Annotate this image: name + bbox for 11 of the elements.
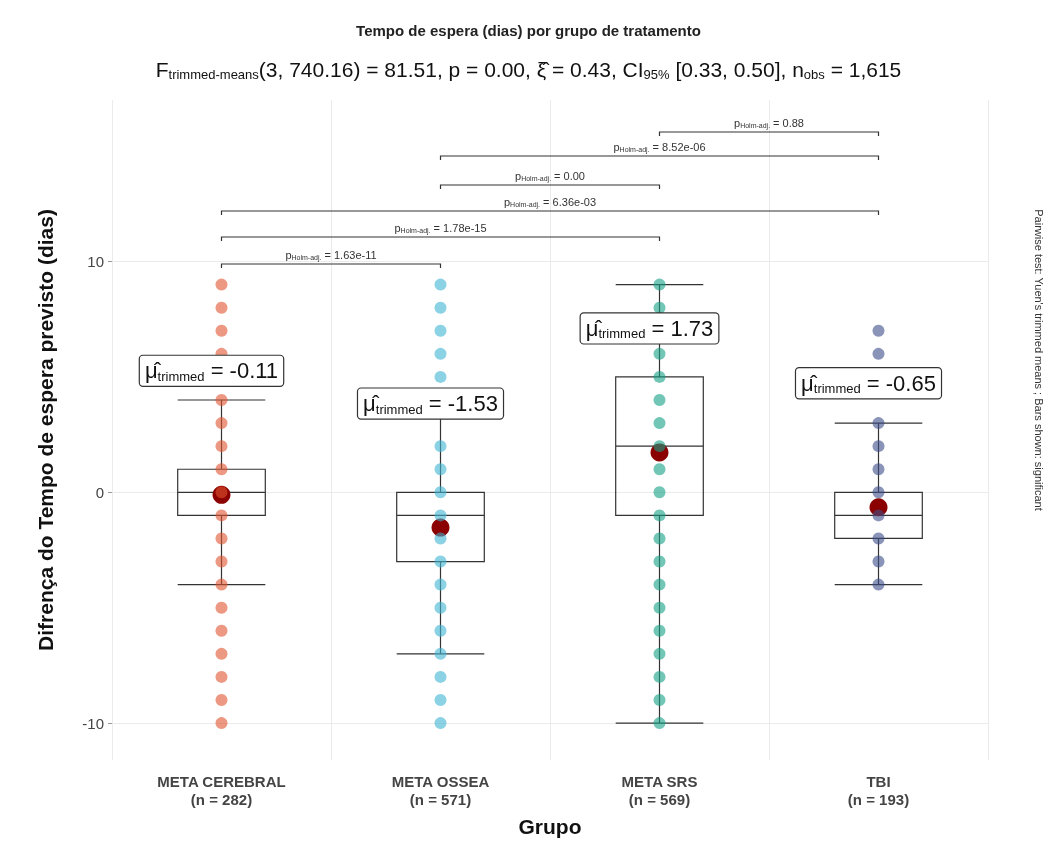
x-tick-label: META CEREBRAL (n = 282) — [157, 772, 286, 808]
x-tick-label: TBI (n = 193) — [847, 772, 910, 808]
y-tick-label: -10 — [82, 714, 104, 732]
x-tick-label: META OSSEA (n = 571) — [391, 772, 490, 808]
y-tick-label: 10 — [87, 253, 104, 271]
text: Pairwise test: Yuen's trimmed means ; Bars shown: significant — [1033, 209, 1045, 511]
x-tick-label: META SRS (n = 569) — [621, 772, 698, 808]
y-tick-label: 0 — [95, 483, 104, 501]
chart-title: Tempo de espera (dias) por grupo de tratamento — [356, 22, 701, 39]
y-axis-title: Difrença do Tempo de espera previsto (dias) — [34, 209, 57, 651]
x-axis-title: Grupo — [518, 815, 582, 838]
